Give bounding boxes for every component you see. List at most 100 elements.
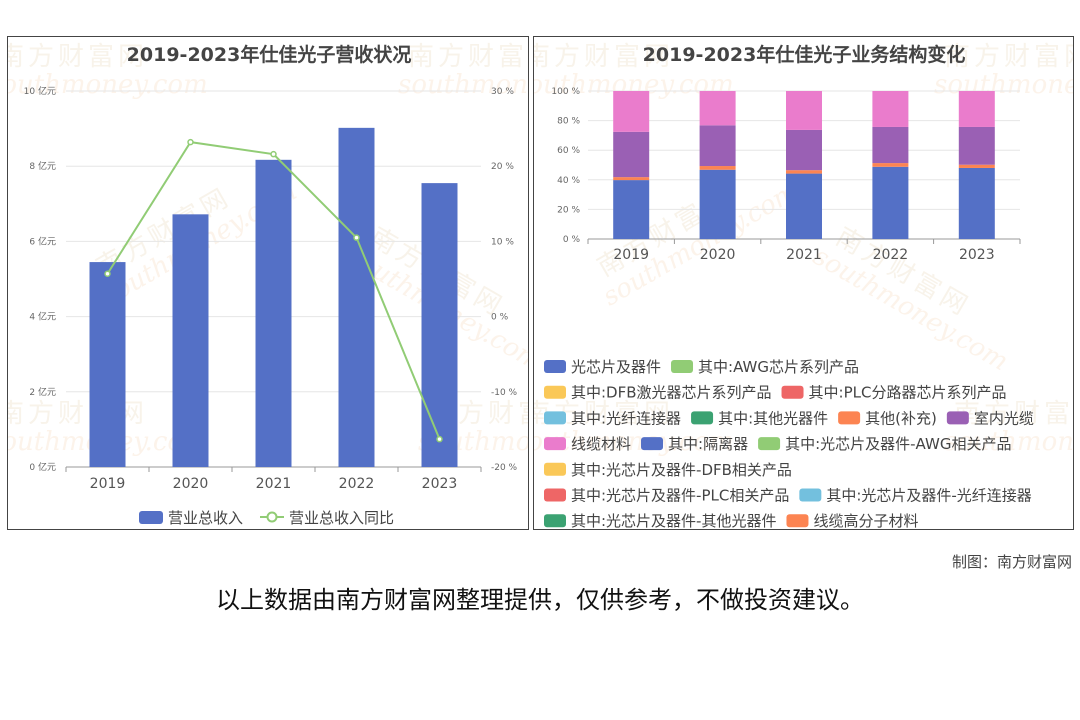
stacked-bar-segment (958, 167, 995, 239)
legend-swatch (758, 437, 781, 451)
revenue-bar (89, 262, 126, 467)
x-axis-category-label: 2020 (173, 476, 209, 492)
stacked-bar-segment (613, 180, 650, 239)
stacked-bar-segment (786, 91, 822, 130)
stacked-bar-segment (699, 169, 736, 239)
legend-label: 其中:DFB激光器芯片系列产品 (571, 384, 772, 402)
legend-label: 线缆高分子材料 (813, 512, 918, 530)
x-axis-category-label: 2019 (90, 476, 126, 492)
y-axis-tick-label: 0 % (563, 235, 581, 245)
business-structure-chart: 南方财富网southmoney.com南方财富网southmoney.com南方… (534, 42, 1074, 530)
x-axis-category-label: 2021 (786, 247, 822, 263)
chart-credit: 制图：南方财富网 (951, 553, 1072, 571)
yoy-point (353, 234, 360, 241)
left-axis-tick-label: 0 亿元 (29, 461, 56, 473)
legend-swatch-revenue (139, 511, 163, 524)
legend-label: 室内光缆 (974, 409, 1034, 427)
stacked-bar-segment (613, 131, 650, 178)
watermark-cn: 南方财富网 (954, 399, 1074, 429)
stacked-bar-segment (958, 164, 995, 168)
yoy-point (104, 270, 111, 277)
stacked-bar-segment (786, 173, 822, 239)
legend-label: 其中:PLC分路器芯片系列产品 (809, 384, 1007, 402)
disclaimer-text: 以上数据由南方财富网整理提供，仅供参考，不做投资建议。 (216, 586, 864, 614)
watermark-cn: 南方财富网 (8, 42, 148, 72)
stacked-bar-segment (699, 91, 736, 126)
legend-label: 其他(补充) (865, 409, 937, 427)
revenue-bar (421, 183, 458, 467)
x-axis-category-label: 2022 (339, 476, 375, 492)
legend-swatch (544, 411, 566, 425)
legend-swatch (781, 385, 804, 399)
x-axis-category-label: 2019 (613, 247, 649, 263)
legend-label: 其中:光芯片及器件-光纤连接器 (826, 487, 1031, 505)
watermark-en: southmoney.com (398, 70, 529, 100)
legend-label: 其中:AWG芯片系列产品 (698, 358, 859, 376)
legend-swatch (671, 360, 694, 373)
left-axis-tick-label: 6 亿元 (29, 235, 56, 247)
business-structure-chart-panel: 南方财富网southmoney.com南方财富网southmoney.com南方… (533, 36, 1074, 530)
stacked-bar-segment (958, 91, 995, 127)
right-axis-tick-label: 0 % (491, 313, 509, 323)
x-axis-category-label: 2022 (873, 247, 909, 263)
right-axis-tick-label: -20 % (491, 463, 518, 473)
legend-swatch-yoy-marker (266, 511, 278, 523)
right-axis-tick-label: 20 % (491, 162, 514, 172)
chart-title: 2019-2023年仕佳光子营收状况 (127, 43, 412, 66)
stacked-bar-segment (613, 177, 650, 181)
y-axis-tick-label: 40 % (557, 176, 580, 186)
legend-label: 光芯片及器件 (571, 358, 661, 376)
legend-label: 其中:隔离器 (668, 435, 748, 453)
legend-swatch (544, 488, 566, 502)
watermark-cn: 南方财富网 (944, 42, 1074, 72)
legend-label-revenue: 营业总收入 (168, 509, 243, 527)
watermark-en: southmoney.com (944, 427, 1074, 457)
right-axis-tick-label: 30 % (491, 87, 514, 97)
legend-swatch (946, 411, 969, 425)
left-axis-tick-label: 10 亿元 (24, 85, 56, 97)
x-axis-category-label: 2021 (256, 476, 292, 492)
stacked-bar-segment (872, 126, 909, 164)
watermark-en: southmoney.com (8, 70, 208, 100)
watermark-cn: 南方财富网 (8, 399, 148, 429)
y-axis-tick-label: 60 % (557, 146, 580, 156)
yoy-point (270, 150, 277, 158)
x-axis-category-label: 2023 (959, 247, 995, 263)
yoy-point (436, 435, 443, 443)
legend-swatch (544, 462, 566, 476)
legend-swatch (799, 488, 822, 502)
legend-swatch (838, 411, 861, 425)
y-axis-tick-label: 100 % (551, 87, 580, 97)
y-axis-tick-label: 80 % (557, 117, 580, 127)
watermark-cn: 南方财富网 (408, 42, 529, 72)
stacked-bar-segment (613, 91, 650, 132)
y-axis-tick-label: 20 % (557, 205, 580, 215)
left-axis-tick-label: 4 亿元 (29, 311, 56, 323)
legend-label: 其中:光芯片及器件-PLC相关产品 (571, 487, 789, 505)
revenue-bar (172, 214, 209, 467)
legend-swatch (641, 437, 664, 451)
stacked-bar-segment (786, 170, 822, 174)
legend-swatch (544, 514, 566, 528)
revenue-bar (338, 127, 375, 468)
revenue-bar (255, 159, 292, 468)
stacked-bar-segment (699, 125, 736, 167)
stacked-bar-segment (872, 166, 909, 239)
revenue-chart-panel: 南方财富网southmoney.com南方财富网southmoney.com南方… (7, 36, 529, 530)
legend-swatch (786, 514, 809, 528)
stacked-bar-segment (872, 163, 909, 167)
right-axis-tick-label: 10 % (491, 237, 514, 247)
legend-swatch (544, 437, 566, 451)
legend-label-yoy: 营业总收入同比 (289, 509, 394, 527)
x-axis-category-label: 2023 (422, 476, 458, 492)
legend-label: 其中:其他光器件 (718, 409, 828, 427)
legend-label: 其中:光纤连接器 (571, 409, 681, 427)
stacked-bar-segment (958, 126, 995, 165)
legend-label: 线缆材料 (571, 435, 631, 453)
x-axis-category-label: 2020 (700, 247, 736, 263)
stacked-bar-segment (872, 91, 909, 127)
